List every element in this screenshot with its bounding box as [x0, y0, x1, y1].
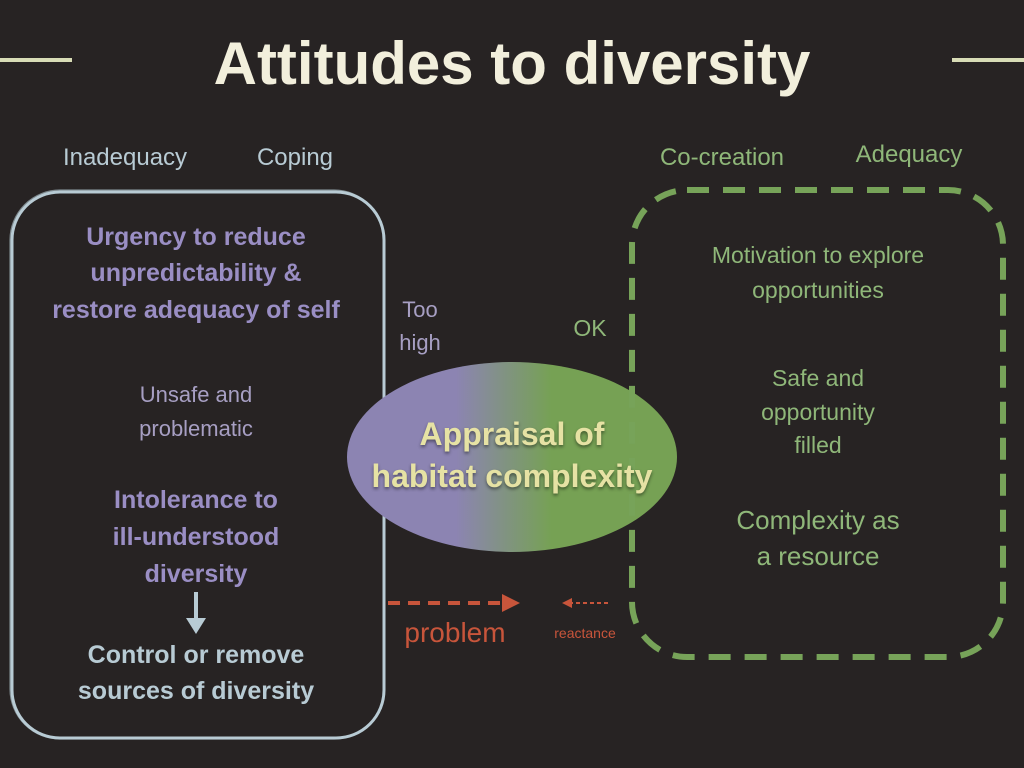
safe-line: Safe and — [771, 365, 865, 391]
problem-arrow — [388, 594, 520, 612]
intolerance-line: ill-understood — [112, 523, 280, 551]
urgency-line: restore adequacy of self — [52, 296, 340, 324]
unsafe-line: Unsafe and — [139, 382, 253, 407]
motivation-line: opportunities — [752, 277, 884, 303]
slide-title: Attitudes to diversity — [213, 30, 811, 97]
label-inadequacy: Inadequacy — [62, 144, 188, 171]
label-coping: Coping — [256, 144, 334, 171]
label-co-creation: Co-creation — [659, 144, 785, 171]
unsafe-line: problematic — [139, 416, 253, 441]
control-line: Control or remove — [87, 641, 305, 669]
ok-label: OK — [573, 315, 607, 341]
urgency-line: unpredictability & — [90, 259, 302, 287]
motivation-line: Motivation to explore — [711, 242, 925, 268]
appraisal-ellipse — [347, 362, 677, 552]
urgency-line: Urgency to reduce — [86, 223, 306, 251]
control-line: sources of diversity — [77, 677, 315, 705]
complexity-line: a resource — [756, 541, 880, 571]
appraisal-line: Appraisal of — [419, 416, 605, 452]
complexity-line: Complexity as — [736, 505, 900, 535]
reactance-arrow — [562, 598, 608, 608]
too-high-line: high — [399, 330, 441, 355]
reactance-label: reactance — [554, 625, 616, 641]
appraisal-line: habitat complexity — [371, 458, 653, 494]
label-adequacy: Adequacy — [855, 141, 963, 168]
safe-line: opportunity — [761, 399, 875, 425]
safe-line: filled — [794, 432, 842, 458]
right-cocreation-dashed-box — [629, 187, 1006, 660]
down-arrow — [186, 592, 206, 634]
intolerance-line: diversity — [144, 560, 248, 588]
too-high-line: Too — [402, 297, 438, 322]
problem-label: problem — [404, 617, 506, 648]
intolerance-line: Intolerance to — [114, 486, 278, 514]
